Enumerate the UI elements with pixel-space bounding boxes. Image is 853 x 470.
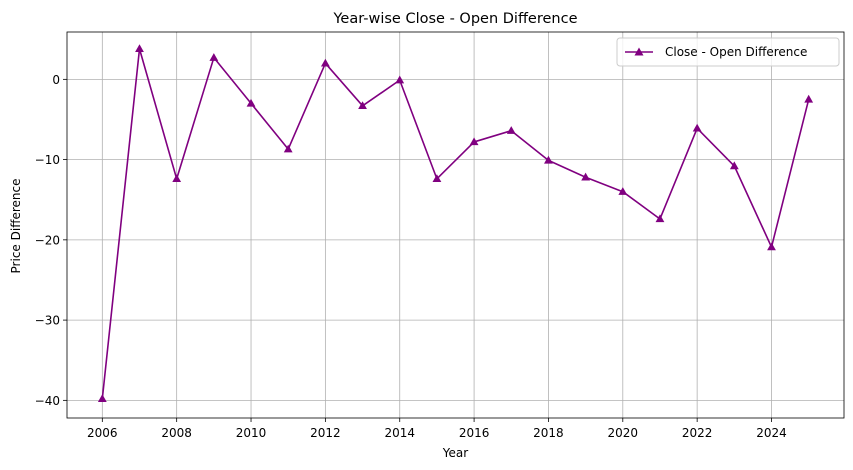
data-point-marker	[135, 44, 144, 53]
data-point-marker	[395, 75, 405, 84]
data-point-marker	[320, 58, 330, 67]
chart-title: Year-wise Close - Open Difference	[332, 11, 577, 27]
data-point-marker	[692, 123, 702, 132]
x-tick-label: 2016	[459, 426, 490, 440]
y-tick-label: −10	[35, 153, 60, 167]
x-tick-label: 2018	[533, 426, 564, 440]
data-point-marker	[172, 174, 182, 183]
x-tick-label: 2020	[608, 426, 639, 440]
y-tick-label: −20	[35, 233, 60, 247]
y-tick-label: −40	[35, 394, 60, 408]
y-axis-ticks: 0 −10 −20 −30 −40	[35, 73, 67, 408]
data-point-marker	[729, 161, 739, 170]
x-tick-label: 2006	[87, 426, 118, 440]
x-axis-label: Year	[442, 446, 468, 460]
y-tick-label: 0	[52, 73, 60, 87]
data-point-marker	[544, 155, 553, 164]
series-marker-layer	[97, 44, 814, 402]
data-point-marker	[618, 187, 628, 195]
data-point-marker	[246, 98, 256, 107]
data-point-marker	[506, 126, 516, 134]
x-tick-label: 2024	[756, 426, 787, 440]
grid-lines	[67, 32, 844, 418]
data-point-marker	[469, 137, 479, 146]
x-tick-label: 2010	[236, 426, 267, 440]
data-point-marker	[804, 94, 814, 103]
legend-label: Close - Open Difference	[665, 45, 807, 59]
data-point-marker	[358, 101, 367, 110]
y-axis-label: Price Difference	[9, 179, 23, 274]
data-point-marker	[581, 172, 591, 181]
y-tick-label: −30	[35, 314, 60, 328]
series-line	[101, 48, 810, 399]
data-point-marker	[655, 214, 665, 223]
data-point-marker	[97, 394, 107, 402]
data-point-marker	[209, 53, 219, 61]
legend-box	[616, 37, 840, 67]
x-axis-ticks: 2006 2008 2010 2012 2014 2016 2018 2020 2022 2024	[87, 418, 787, 440]
x-tick-label: 2012	[310, 426, 341, 440]
series-line-layer	[101, 48, 810, 399]
data-point-marker	[283, 144, 293, 153]
data-point-marker	[432, 174, 442, 183]
plot-area-frame	[66, 31, 845, 419]
data-point-marker	[767, 242, 776, 251]
legend-marker-swatch	[634, 47, 644, 56]
x-tick-label: 2022	[682, 426, 713, 440]
x-tick-label: 2008	[161, 426, 192, 440]
x-tick-label: 2014	[384, 426, 415, 440]
legend: Close - Open Difference	[616, 37, 840, 67]
